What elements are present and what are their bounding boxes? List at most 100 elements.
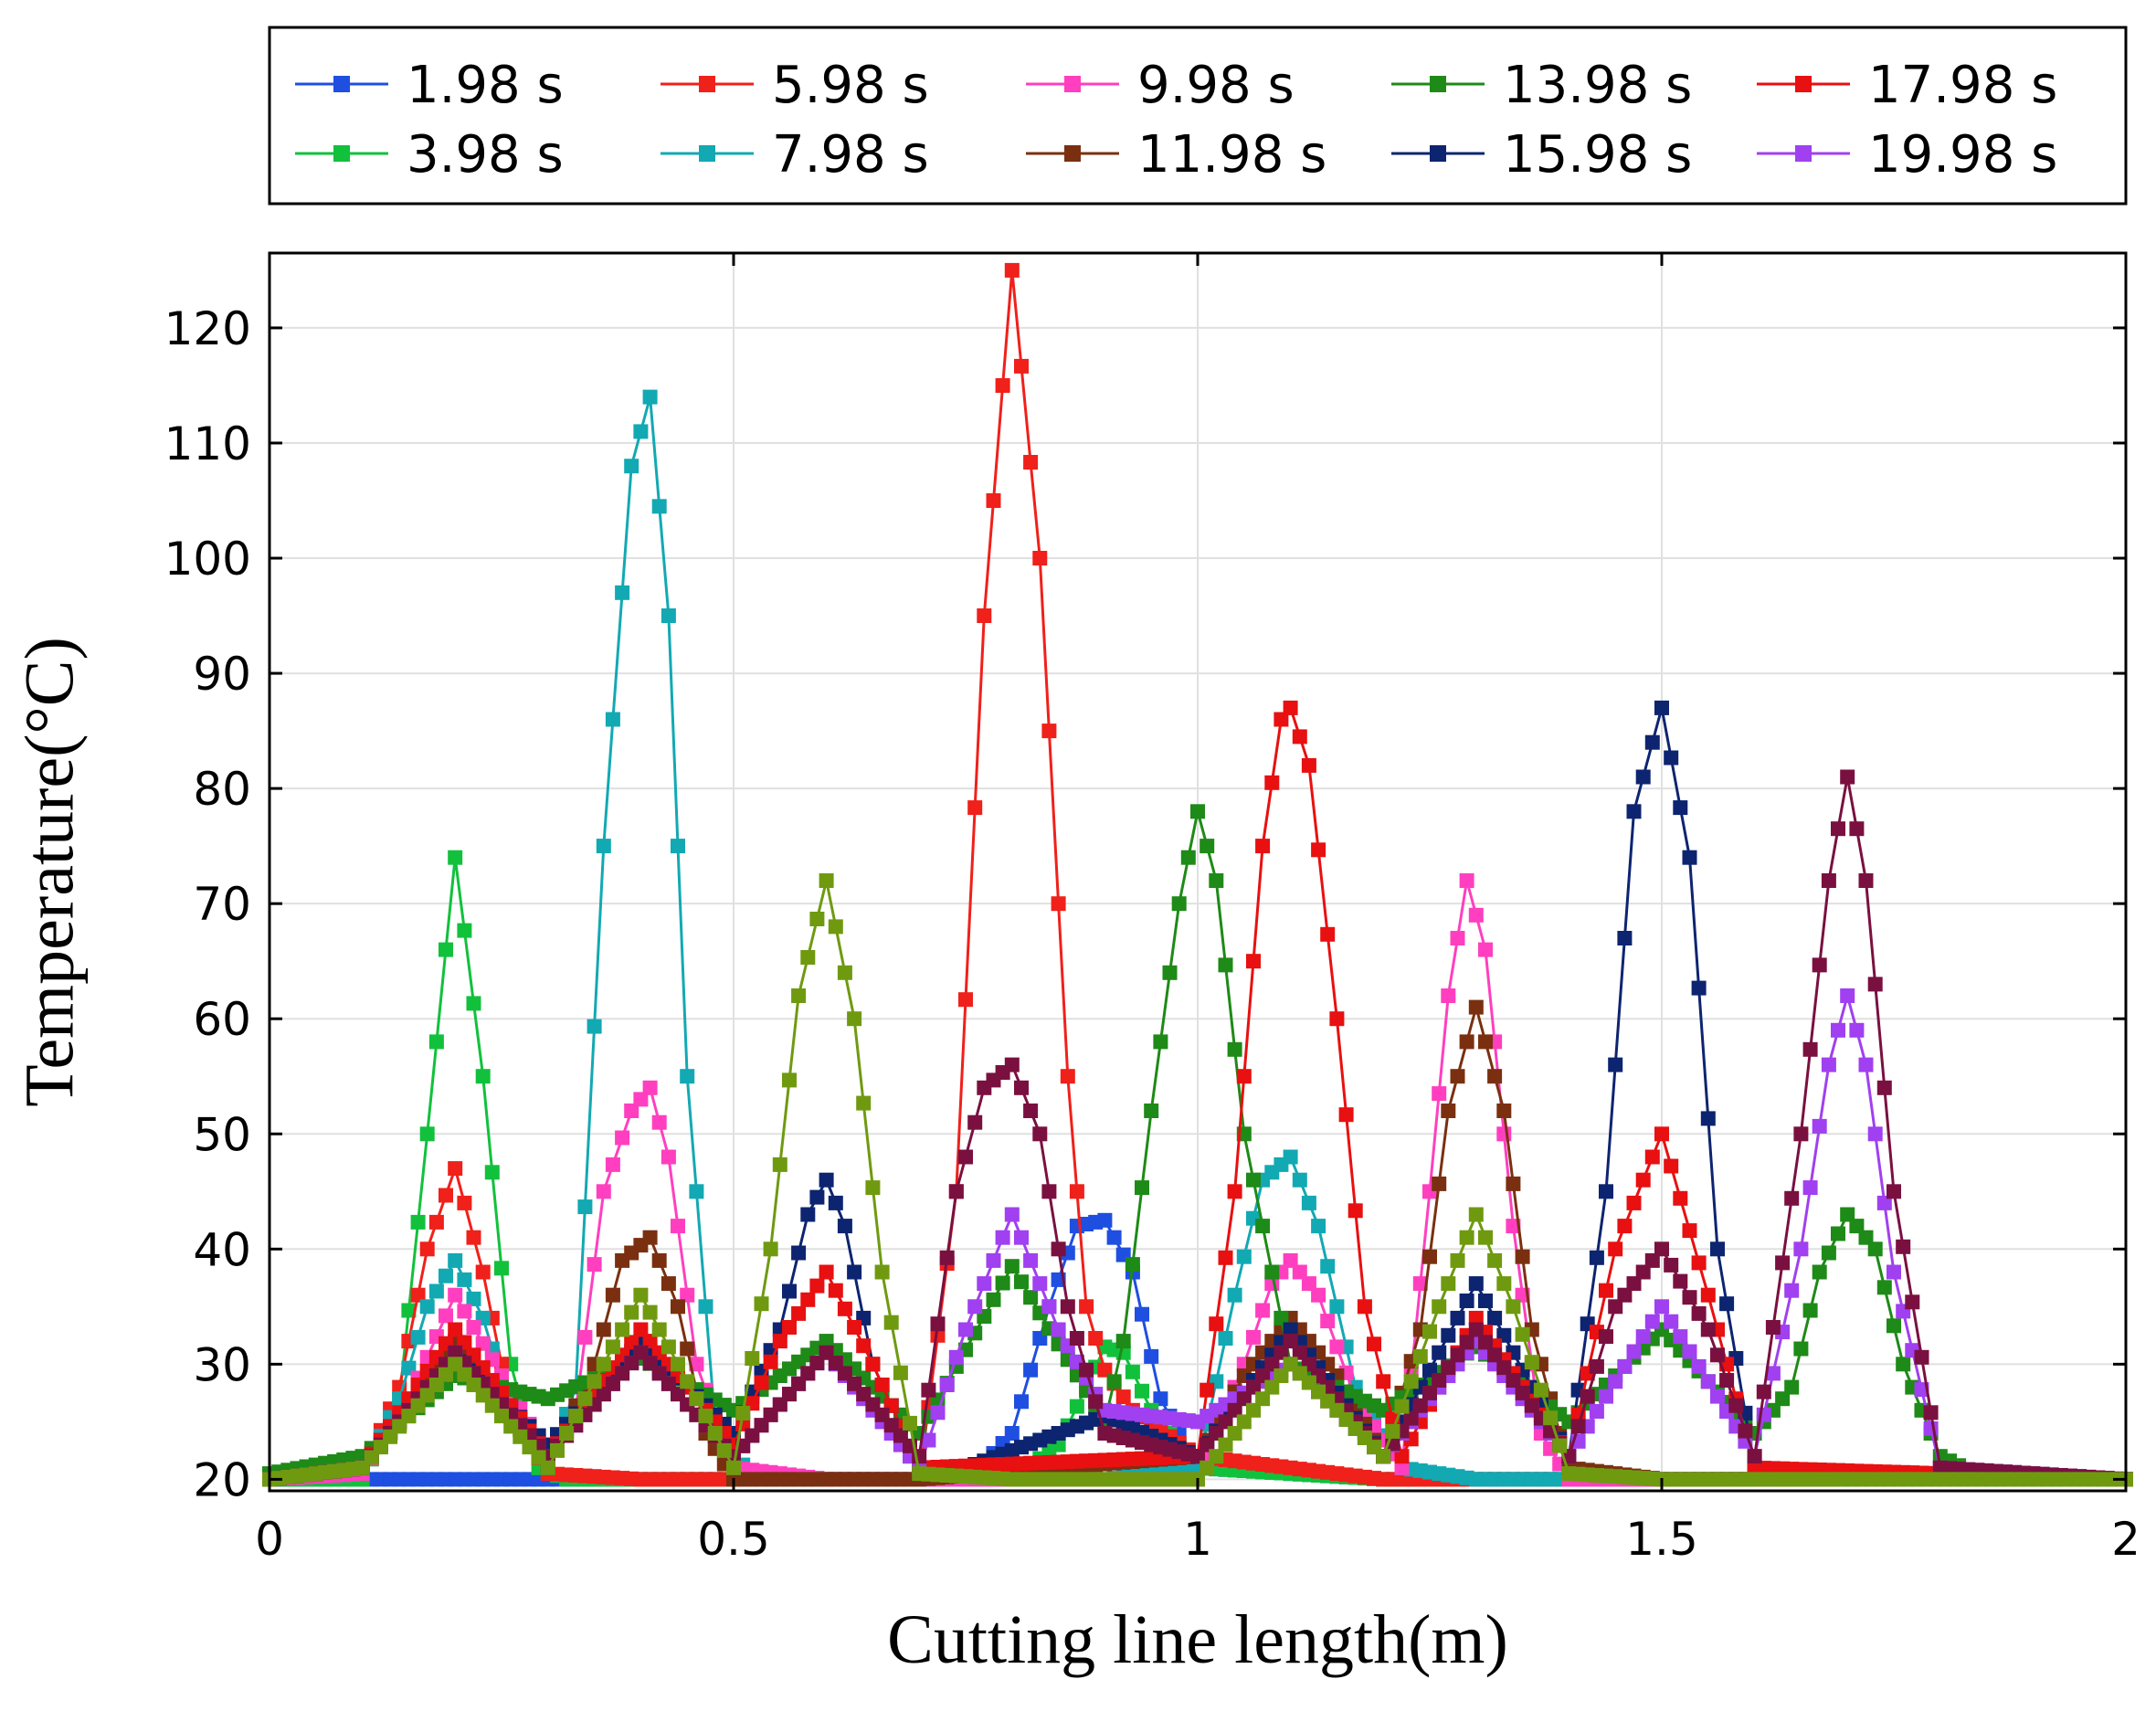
data-point [475, 1336, 491, 1351]
data-point [809, 912, 825, 926]
data-point [680, 1341, 695, 1357]
data-point [1849, 821, 1865, 837]
data-point [1599, 1283, 1613, 1298]
x-tick-label: 1 [1183, 1513, 1212, 1566]
data-point [1097, 1212, 1113, 1228]
data-point [1515, 1249, 1530, 1264]
legend-item: 5.98 s [661, 56, 929, 115]
data-point [550, 1442, 565, 1458]
data-point [1617, 1358, 1633, 1374]
data-point [475, 1069, 491, 1084]
data-point [1599, 1184, 1613, 1199]
data-point [1840, 1207, 1855, 1222]
data-point [587, 1019, 602, 1034]
data-point [1227, 1287, 1242, 1303]
data-point [1784, 1379, 1800, 1395]
data-point [1403, 1410, 1419, 1426]
data-point [1004, 1057, 1020, 1072]
data-point [1849, 1219, 1865, 1234]
data-point [1487, 1310, 1503, 1325]
data-point [1533, 1382, 1548, 1398]
data-point [642, 389, 658, 405]
data-point [689, 1357, 704, 1372]
data-point [1710, 1241, 1725, 1257]
data-point [1403, 1374, 1419, 1389]
data-point [939, 1250, 955, 1265]
data-point [1617, 931, 1633, 945]
y-tick-label: 60 [193, 993, 251, 1046]
data-point [883, 1315, 899, 1330]
data-point [1200, 1382, 1215, 1398]
data-point [772, 1334, 787, 1349]
data-point [1840, 988, 1855, 1003]
data-point [680, 1374, 695, 1389]
legend-label: 15.98 s [1503, 125, 1692, 185]
data-point [1162, 965, 1178, 980]
data-point [1626, 1344, 1642, 1359]
data-point [1227, 1426, 1242, 1441]
data-point [1032, 1276, 1048, 1292]
data-point [707, 1426, 723, 1441]
data-point [1422, 1249, 1437, 1264]
data-point [1608, 1057, 1623, 1072]
data-point [1014, 358, 1029, 374]
data-point [1041, 723, 1057, 739]
data-point [1079, 1362, 1094, 1378]
data-point [1209, 1426, 1224, 1441]
data-point [1700, 1111, 1716, 1126]
data-point [1719, 1373, 1735, 1388]
data-point [1468, 1207, 1484, 1222]
data-point [428, 1034, 444, 1050]
data-point [1700, 1287, 1716, 1303]
data-point [1450, 1347, 1465, 1363]
data-point [1496, 1276, 1512, 1292]
data-point [448, 1287, 463, 1303]
legend-item: 15.98 s [1391, 125, 1692, 185]
legend-item: 13.98 s [1391, 56, 1692, 115]
data-point [1644, 1314, 1660, 1329]
data-point [448, 1161, 463, 1177]
data-point [977, 608, 992, 623]
legend-marker [699, 145, 715, 162]
data-point [1274, 1368, 1289, 1383]
data-point [1691, 980, 1707, 996]
y-tick-label: 20 [193, 1453, 251, 1506]
data-point [1032, 551, 1048, 565]
data-point [596, 1322, 611, 1337]
data-point [1923, 1421, 1939, 1436]
data-point [1432, 1345, 1447, 1360]
data-point [1599, 1329, 1613, 1345]
data-point [1283, 700, 1298, 715]
data-point [837, 1219, 852, 1234]
legend-label: 9.98 s [1137, 56, 1295, 115]
data-point [1274, 1345, 1289, 1360]
data-point [439, 1268, 453, 1283]
data-point [1858, 873, 1874, 888]
legend-label: 17.98 s [1868, 56, 2057, 115]
data-point [1329, 1299, 1345, 1315]
data-point [958, 1149, 973, 1165]
data-point [1144, 1104, 1159, 1118]
data-point [1144, 1348, 1159, 1364]
data-point [1014, 1080, 1029, 1095]
data-point [1236, 1069, 1252, 1084]
data-point [1227, 1402, 1242, 1418]
data-point [1506, 1176, 1521, 1191]
data-point [671, 839, 685, 854]
data-point [457, 1195, 472, 1210]
data-point [1367, 1336, 1381, 1352]
data-point [410, 1287, 426, 1303]
data-point [1283, 1322, 1298, 1337]
data-point [995, 1230, 1010, 1245]
data-point [484, 1165, 500, 1180]
data-point [1200, 839, 1215, 854]
data-point [410, 1214, 426, 1230]
series-extra-11 [262, 873, 2133, 1487]
data-point [1867, 977, 1883, 992]
data-point [1171, 896, 1187, 912]
data-point [633, 1287, 649, 1303]
data-point [791, 988, 807, 1003]
data-point [1802, 1303, 1818, 1318]
y-tick-label: 120 [164, 302, 251, 355]
data-point [1914, 1349, 1929, 1365]
